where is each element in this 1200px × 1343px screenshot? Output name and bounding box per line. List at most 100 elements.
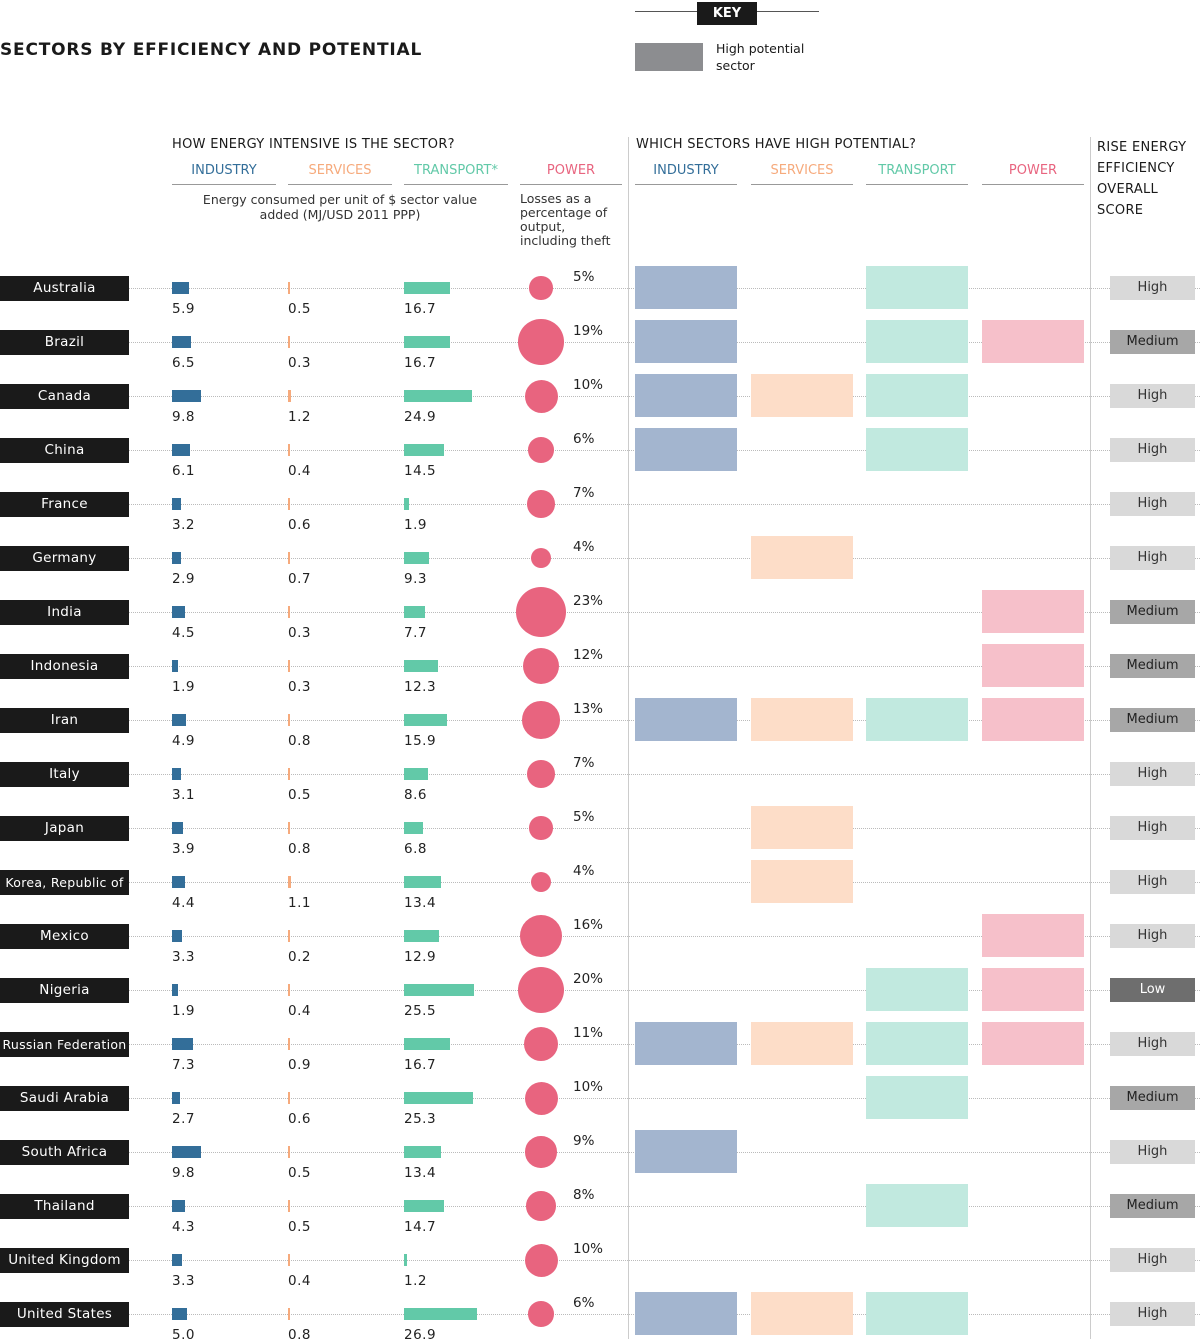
value-transport: 1.9	[404, 517, 427, 533]
value-services: 1.2	[288, 409, 311, 425]
value-transport: 1.2	[404, 1273, 427, 1289]
value-services: 0.9	[288, 1057, 311, 1073]
bar-industry	[172, 444, 190, 456]
hp-power	[982, 320, 1084, 363]
value-industry: 3.3	[172, 1273, 195, 1289]
power-circle	[522, 647, 559, 684]
col-hp-transport: TRANSPORT	[878, 163, 956, 178]
hp-services	[751, 1292, 853, 1335]
energy-note: Energy consumed per unit of $ sector val…	[202, 192, 478, 222]
score-badge: Medium	[1110, 654, 1195, 678]
value-services: 0.4	[288, 1273, 311, 1289]
power-value: 12%	[573, 647, 604, 663]
value-industry: 2.7	[172, 1111, 195, 1127]
bar-services	[288, 282, 290, 294]
bar-transport	[404, 1200, 445, 1212]
hp-industry	[635, 698, 737, 741]
power-circle	[528, 437, 554, 463]
col-hp-services-rule	[751, 184, 853, 185]
power-value: 7%	[573, 485, 595, 501]
bar-transport	[404, 606, 425, 618]
score-badge: High	[1110, 1302, 1195, 1326]
power-value: 19%	[573, 323, 604, 339]
value-industry: 6.1	[172, 463, 195, 479]
bar-industry	[172, 1308, 187, 1320]
value-industry: 4.4	[172, 895, 195, 911]
bar-services	[288, 1038, 291, 1050]
score-badge: High	[1110, 762, 1195, 786]
power-circle	[529, 276, 553, 300]
power-value: 6%	[573, 1295, 595, 1311]
country-label: China	[0, 438, 129, 463]
hp-services	[751, 860, 853, 903]
divider-score	[1090, 137, 1091, 1339]
bar-transport	[404, 714, 448, 726]
score-badge: Low	[1110, 978, 1195, 1002]
hp-power	[982, 968, 1084, 1011]
value-services: 0.4	[288, 463, 311, 479]
hp-transport	[866, 1076, 968, 1119]
power-circle	[524, 379, 558, 413]
bar-industry	[172, 498, 182, 510]
value-transport: 7.7	[404, 625, 427, 641]
bar-services	[288, 930, 290, 942]
col-power: POWER	[546, 163, 596, 178]
bar-services	[288, 498, 290, 510]
country-label: Korea, Republic of	[0, 870, 129, 895]
bar-services	[288, 1200, 290, 1212]
bar-industry	[172, 768, 182, 780]
value-industry: 5.9	[172, 301, 195, 317]
col-power-rule	[520, 184, 622, 185]
row-guide	[129, 828, 1200, 829]
bar-industry	[172, 822, 184, 834]
value-services: 0.5	[288, 301, 311, 317]
value-industry: 3.9	[172, 841, 195, 857]
bar-industry	[172, 1254, 182, 1266]
bar-transport	[404, 660, 438, 672]
hp-services	[751, 374, 853, 417]
hp-transport	[866, 968, 968, 1011]
value-industry: 1.9	[172, 679, 195, 695]
col-services-rule	[288, 184, 392, 185]
value-transport: 25.5	[404, 1003, 437, 1019]
row-guide	[129, 558, 1200, 559]
bar-industry	[172, 336, 191, 348]
bar-transport	[404, 1038, 450, 1050]
bar-industry	[172, 1038, 194, 1050]
bar-industry	[172, 1092, 180, 1104]
hp-transport	[866, 266, 968, 309]
bar-services	[288, 876, 291, 888]
bar-industry	[172, 660, 178, 672]
country-label: Nigeria	[0, 978, 129, 1003]
hp-industry	[635, 428, 737, 471]
value-transport: 16.7	[404, 301, 437, 317]
country-label: Saudi Arabia	[0, 1086, 129, 1111]
value-transport: 13.4	[404, 1165, 437, 1181]
value-transport: 6.8	[404, 841, 427, 857]
power-circle	[529, 816, 553, 840]
country-label: Australia	[0, 276, 129, 301]
hp-transport	[866, 1292, 968, 1335]
score-badge: High	[1110, 870, 1195, 894]
power-circle	[530, 547, 552, 569]
power-value: 4%	[573, 863, 595, 879]
power-value: 10%	[573, 1241, 604, 1257]
key-heading: KEY	[697, 2, 757, 25]
hp-power	[982, 1022, 1084, 1065]
hp-transport	[866, 428, 968, 471]
power-circle	[523, 1026, 559, 1062]
value-transport: 15.9	[404, 733, 437, 749]
bar-transport	[404, 1308, 478, 1320]
bar-services	[288, 768, 290, 780]
hp-industry	[635, 1292, 737, 1335]
value-industry: 9.8	[172, 1165, 195, 1181]
hp-services	[751, 536, 853, 579]
row-guide	[129, 774, 1200, 775]
hp-transport	[866, 698, 968, 741]
value-transport: 26.9	[404, 1327, 437, 1343]
country-label: Germany	[0, 546, 129, 571]
hp-power	[982, 698, 1084, 741]
row-guide	[129, 1206, 1200, 1207]
country-label: United Kingdom	[0, 1248, 129, 1273]
bar-services	[288, 606, 290, 618]
